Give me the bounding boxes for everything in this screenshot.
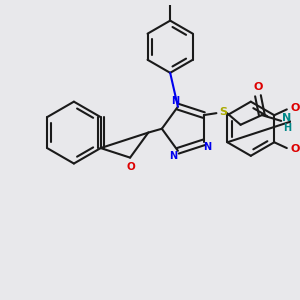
Text: O: O xyxy=(291,103,300,113)
Text: N: N xyxy=(169,151,177,160)
Text: O: O xyxy=(253,82,263,92)
Text: N: N xyxy=(203,142,211,152)
Text: O: O xyxy=(291,144,300,154)
Text: N: N xyxy=(282,113,292,123)
Text: N: N xyxy=(171,96,179,106)
Text: O: O xyxy=(127,162,135,172)
Text: S: S xyxy=(219,107,227,117)
Text: H: H xyxy=(283,123,291,133)
